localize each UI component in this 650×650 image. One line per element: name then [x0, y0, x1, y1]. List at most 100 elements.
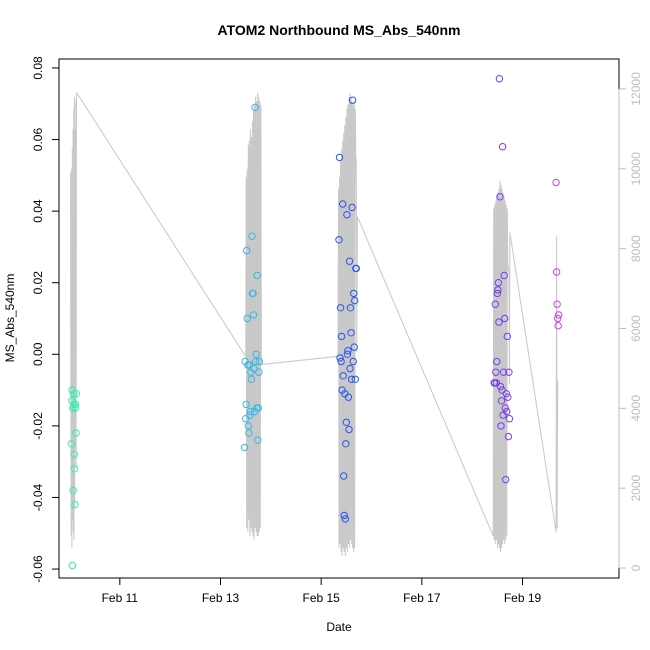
- x-axis: Feb 11 Feb 13 Feb 15 Feb 17 Feb 19: [102, 577, 542, 605]
- data-point: [497, 422, 505, 430]
- y-tick-label: -0.04: [31, 483, 45, 511]
- data-point: [501, 404, 509, 412]
- x-axis-label: Date: [326, 620, 352, 634]
- data-point: [505, 415, 514, 423]
- data-point: [249, 289, 257, 298]
- data-point: [555, 311, 563, 319]
- data-point: [335, 236, 343, 244]
- data-point: [68, 386, 76, 394]
- data-point: [496, 193, 504, 201]
- data-point: [492, 379, 500, 387]
- data-point: [502, 475, 510, 484]
- data-point: [240, 443, 249, 452]
- data-point: [351, 375, 359, 383]
- data-point: [495, 318, 503, 326]
- y-axis-label: MS_Abs_540nm: [3, 274, 17, 363]
- data-point: [350, 343, 358, 351]
- data-point: [348, 96, 357, 104]
- data-point: [552, 268, 561, 276]
- data-point: [71, 400, 80, 409]
- data-point: [347, 329, 355, 337]
- data-point: [71, 500, 79, 509]
- pressure-line-series: [70, 91, 559, 557]
- data-point: [501, 314, 509, 323]
- data-point: [340, 472, 348, 480]
- data-point: [69, 390, 78, 398]
- data-point: [342, 418, 350, 426]
- data-point: [336, 304, 345, 312]
- data-point: [503, 407, 511, 416]
- data-point: [505, 368, 513, 376]
- data-point: [553, 300, 561, 308]
- y-tick-label: 0.06: [31, 128, 45, 152]
- data-point: [246, 407, 255, 416]
- data-point: [554, 314, 562, 323]
- pressure-line-0: [70, 91, 559, 557]
- data-point: [253, 271, 261, 280]
- data-point: [348, 203, 356, 212]
- data-point: [499, 368, 508, 376]
- data-point: [250, 364, 258, 373]
- data-point: [341, 515, 349, 523]
- data-point: [244, 422, 253, 430]
- data-point: [504, 432, 513, 441]
- x-tick-label: Feb 13: [202, 591, 240, 605]
- data-point: [554, 322, 562, 330]
- data-point: [339, 372, 347, 380]
- y-tick-label: 0.00: [31, 342, 45, 366]
- data-point: [346, 304, 355, 312]
- data-point: [245, 429, 253, 437]
- data-point: [339, 200, 347, 208]
- data-point: [350, 289, 358, 298]
- y-tick-label: -0.02: [31, 412, 45, 440]
- data-point: [496, 382, 505, 391]
- data-point: [504, 393, 512, 401]
- x-tick-label: Feb 17: [403, 591, 441, 605]
- data-point: [498, 143, 507, 151]
- data-point: [67, 440, 76, 448]
- data-point: [352, 264, 360, 273]
- data-point: [336, 354, 344, 362]
- data-point: [344, 393, 353, 401]
- data-point: [252, 350, 260, 358]
- data-point: [246, 411, 254, 419]
- data-point: [498, 386, 506, 394]
- data-point: [500, 271, 508, 280]
- data-point: [495, 75, 504, 83]
- data-point: [72, 429, 80, 437]
- x-tick-label: Feb 11: [102, 591, 139, 605]
- data-point: [70, 450, 78, 459]
- y2-tick-label: 2000: [629, 475, 643, 502]
- data-point: [245, 361, 254, 369]
- data-point: [502, 390, 510, 398]
- data-point: [345, 257, 354, 265]
- data-point: [68, 561, 77, 570]
- data-point: [349, 357, 357, 366]
- data-point: [492, 368, 500, 376]
- y2-tick-label: 6000: [629, 315, 643, 342]
- data-point: [242, 400, 250, 409]
- data-point: [251, 357, 260, 366]
- data-point: [248, 232, 256, 240]
- data-point: [335, 153, 344, 162]
- data-point: [342, 440, 350, 448]
- y2-tick-label: 12000: [629, 72, 643, 106]
- y-tick-label: -0.06: [31, 555, 45, 583]
- data-point: [491, 300, 499, 308]
- data-point: [337, 332, 346, 341]
- data-point: [493, 289, 502, 298]
- data-point: [249, 311, 258, 319]
- data-point: [346, 364, 354, 373]
- data-point: [343, 211, 351, 219]
- y-tick-label: 0.02: [31, 271, 45, 295]
- data-point: [347, 375, 356, 383]
- data-point: [243, 314, 251, 323]
- data-point: [345, 425, 353, 434]
- y2-tick-label: 10000: [629, 152, 643, 186]
- data-point: [71, 404, 80, 412]
- data-point: [552, 178, 560, 187]
- data-point: [254, 404, 262, 412]
- data-point: [340, 511, 348, 520]
